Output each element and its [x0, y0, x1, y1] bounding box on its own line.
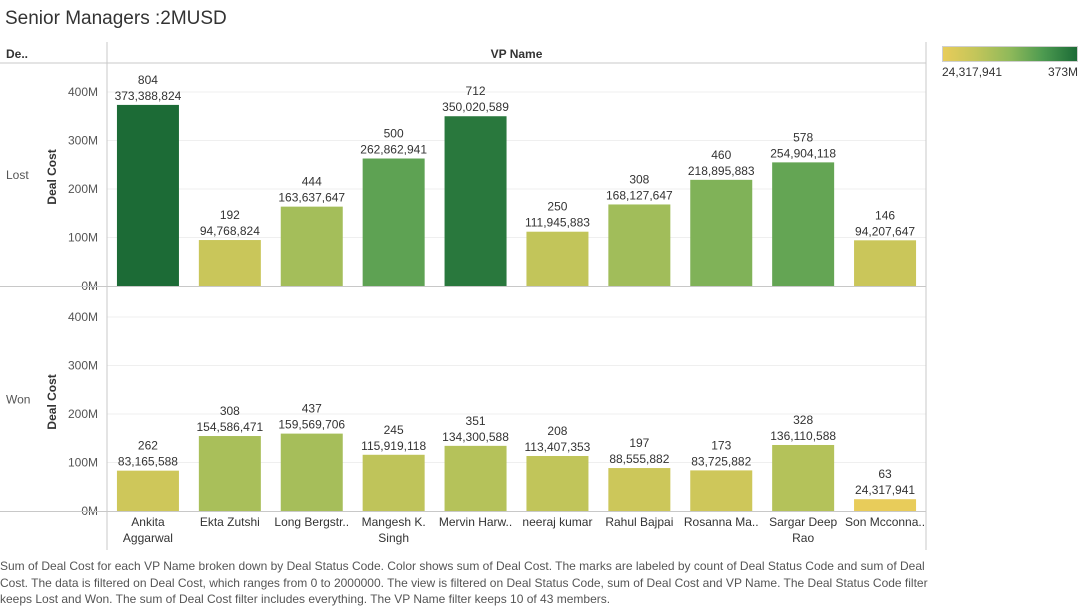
bar-lost: [772, 162, 835, 286]
bar-value-label: 218,895,883: [688, 164, 755, 178]
y-tick-label: 200M: [68, 182, 98, 196]
x-category-label: Ekta Zutshi: [200, 515, 260, 529]
x-category-label: Sargar Deep: [769, 515, 837, 529]
bar-won: [116, 470, 179, 511]
bar-count-label: 63: [878, 467, 892, 481]
x-category-label: Long Bergstr..: [274, 515, 349, 529]
bar-count-label: 578: [793, 130, 813, 144]
bar-count-label: 197: [629, 436, 649, 450]
bar-count-label: 192: [220, 208, 240, 222]
bar-count-label: 437: [302, 402, 322, 416]
bar-lost: [280, 206, 343, 286]
y-tick-label: 300M: [68, 359, 98, 373]
legend-min-label: 24,317,941: [942, 65, 1003, 79]
bar-lost: [362, 158, 425, 286]
y-axis-title: Deal Cost: [45, 374, 59, 429]
y-tick-label: 200M: [68, 407, 98, 421]
x-category-label: Aggarwal: [123, 531, 173, 545]
bar-count-label: 245: [384, 423, 404, 437]
bar-won: [198, 436, 261, 511]
bar-count-label: 146: [875, 208, 895, 222]
y-tick-label: 400M: [68, 85, 98, 99]
chart-title: Senior Managers :2MUSD: [5, 8, 227, 29]
bar-value-label: 113,407,353: [525, 440, 591, 454]
bar-value-label: 254,904,118: [770, 146, 836, 160]
bar-count-label: 460: [711, 148, 731, 162]
bar-lost: [690, 179, 753, 286]
y-tick-label: 300M: [68, 134, 98, 148]
x-category-label: Mangesh K.: [362, 515, 426, 529]
row-header-won: Won: [6, 393, 30, 407]
bar-count-label: 444: [302, 175, 322, 189]
bar-value-label: 262,862,941: [360, 143, 427, 157]
y-tick-label: 100M: [68, 231, 98, 245]
bar-won: [608, 468, 671, 511]
bar-value-label: 136,110,588: [770, 429, 836, 443]
bar-count-label: 328: [793, 413, 813, 427]
bar-count-label: 173: [711, 438, 731, 452]
bar-value-label: 115,919,118: [361, 439, 426, 453]
bar-lost: [444, 116, 507, 286]
y-tick-label: 400M: [68, 310, 98, 324]
bar-count-label: 308: [629, 172, 649, 186]
bar-count-label: 500: [384, 127, 404, 141]
bar-value-label: 83,725,882: [691, 454, 751, 468]
bar-value-label: 111,945,883: [525, 216, 590, 230]
legend-max-label: 373M: [1047, 65, 1078, 79]
bar-value-label: 24,317,941: [855, 483, 915, 497]
color-legend[interactable]: 24,317,941 373M: [942, 46, 1078, 79]
bar-won: [854, 499, 917, 511]
bar-won: [280, 433, 343, 511]
y-axis-title: Deal Cost: [45, 149, 59, 204]
bar-value-label: 373,388,824: [115, 89, 182, 103]
bar-won: [526, 455, 589, 511]
bar-value-label: 94,768,824: [200, 224, 260, 238]
bar-count-label: 262: [138, 439, 158, 453]
bar-won: [362, 454, 425, 511]
bar-count-label: 250: [547, 200, 567, 214]
bar-value-label: 350,020,589: [442, 100, 509, 114]
x-category-label: Singh: [378, 531, 409, 545]
bar-won: [690, 470, 753, 511]
bar-count-label: 804: [138, 73, 158, 87]
x-category-label: neeraj kumar: [522, 515, 592, 529]
bar-value-label: 163,637,647: [278, 191, 345, 205]
y-tick-label: 100M: [68, 456, 98, 470]
bar-lost: [608, 204, 671, 286]
row-dimension-header: De..: [6, 47, 28, 61]
bar-won: [444, 445, 507, 511]
chart-caption: Sum of Deal Cost for each VP Name broken…: [0, 559, 928, 606]
legend-labels: 24,317,941 373M: [942, 65, 1078, 79]
bar-lost: [854, 240, 917, 286]
x-category-label: Ankita: [131, 515, 165, 529]
bar-lost: [116, 104, 179, 286]
bar-won: [772, 444, 835, 511]
bar-value-label: 134,300,588: [442, 430, 509, 444]
bar-count-label: 712: [466, 84, 486, 98]
x-category-label: Rahul Bajpai: [605, 515, 673, 529]
bar-count-label: 208: [547, 424, 567, 438]
bar-value-label: 94,207,647: [855, 224, 915, 238]
bar-lost: [526, 231, 589, 286]
bar-lost: [198, 240, 261, 286]
x-category-label: Mervin Harw..: [439, 515, 512, 529]
bar-value-label: 168,127,647: [606, 188, 673, 202]
x-category-label: Son Mcconna..: [845, 515, 925, 529]
bar-value-label: 159,569,706: [278, 418, 345, 432]
bar-count-label: 308: [220, 404, 240, 418]
bar-value-label: 88,555,882: [609, 452, 669, 466]
column-header-vp-name: VP Name: [491, 47, 543, 61]
x-category-label: Rosanna Ma..: [684, 515, 759, 529]
bar-count-label: 351: [466, 414, 486, 428]
x-category-label: Rao: [792, 531, 814, 545]
row-header-lost: Lost: [6, 168, 29, 182]
bar-value-label: 83,165,588: [118, 455, 178, 469]
legend-gradient-bar: [942, 46, 1078, 62]
bar-value-label: 154,586,471: [196, 420, 263, 434]
